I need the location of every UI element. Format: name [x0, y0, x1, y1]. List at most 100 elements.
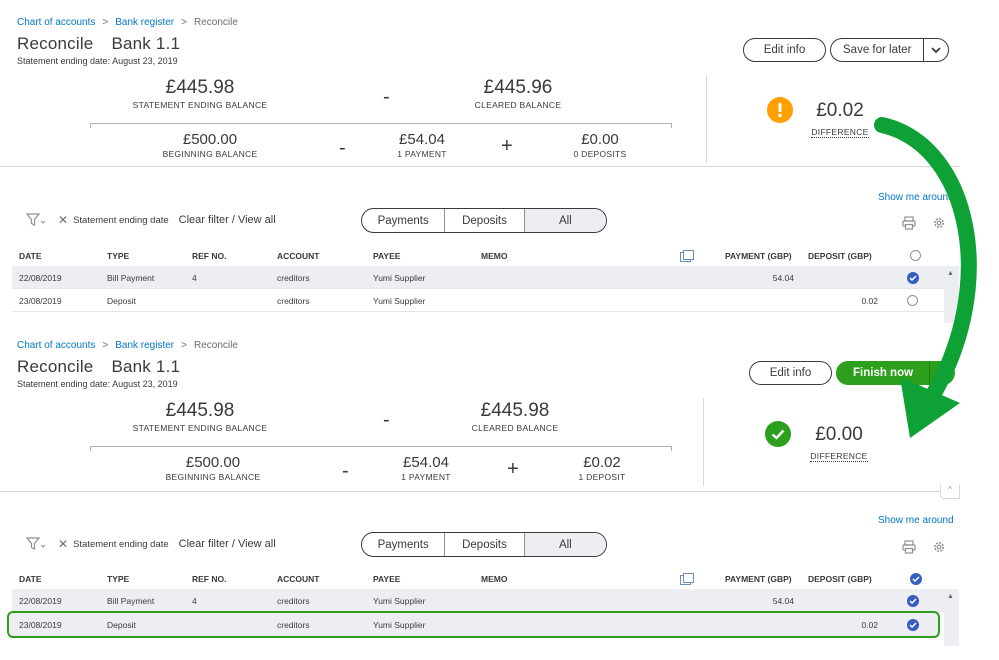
finish-options-dropdown[interactable]	[929, 361, 956, 385]
cell-date: 22/08/2019	[19, 596, 62, 606]
payments-total: £54.04 1 PAYMENT	[376, 454, 476, 482]
finish-now-button[interactable]: Finish now	[836, 361, 930, 385]
minus-operator: -	[383, 409, 390, 431]
cell-ref: 4	[192, 273, 197, 283]
difference-amount: £0.02 DIFFERENCE	[800, 100, 880, 140]
gear-icon[interactable]	[932, 216, 946, 230]
tab-all[interactable]: All	[524, 209, 606, 232]
breadcrumb: Chart of accounts > Bank register > Reconcil…	[17, 17, 238, 28]
filter-icon[interactable]	[26, 213, 46, 227]
cell-deposit: 0.02	[861, 296, 878, 306]
select-all-checkbox-checked[interactable]	[910, 573, 922, 585]
cell-date: 22/08/2019	[19, 273, 62, 283]
col-payee[interactable]: PAYEE	[373, 574, 401, 584]
chevron-down-icon	[931, 46, 942, 53]
summary-divider	[706, 75, 707, 163]
save-for-later-button[interactable]: Save for later	[830, 38, 924, 62]
cleared-checkbox-checked[interactable]	[907, 272, 919, 284]
page-title: Reconcile Bank 1.1	[17, 34, 180, 54]
save-for-later-split: Save for later	[830, 38, 950, 62]
col-type[interactable]: TYPE	[107, 251, 130, 261]
gear-icon[interactable]	[932, 540, 946, 554]
payments-value: £54.04	[403, 454, 449, 471]
col-payment[interactable]: PAYMENT (GBP)	[725, 574, 792, 584]
col-memo[interactable]: MEMO	[481, 574, 508, 584]
col-memo[interactable]: MEMO	[481, 251, 508, 261]
print-icon[interactable]	[902, 216, 916, 230]
statement-ending-balance: £445.98 STATEMENT ENDING BALANCE	[110, 400, 290, 433]
beginning-balance: £500.00 BEGINNING BALANCE	[130, 131, 290, 159]
tab-payments[interactable]: Payments	[362, 209, 446, 232]
breadcrumb: Chart of accounts > Bank register > Reconcil…	[17, 340, 238, 351]
beginning-balance: £500.00 BEGINNING BALANCE	[133, 454, 293, 482]
cleared-checkbox-checked[interactable]	[907, 619, 919, 631]
table-scrollbar[interactable]	[944, 589, 959, 646]
tab-deposits[interactable]: Deposits	[445, 209, 525, 232]
reconcile-screen-before: Chart of accounts > Bank register > Reconcil…	[0, 0, 999, 323]
statement-ending-balance: £445.98 STATEMENT ENDING BALANCE	[110, 77, 290, 110]
close-icon[interactable]: ✕	[58, 213, 69, 227]
breadcrumb-bank-register[interactable]: Bank register	[115, 17, 175, 28]
cell-date: 23/08/2019	[19, 296, 62, 306]
cell-account: creditors	[277, 273, 310, 283]
col-type[interactable]: TYPE	[107, 574, 130, 584]
summary-divider	[703, 398, 704, 486]
page-title: Reconcile Bank 1.1	[17, 357, 180, 377]
table-row-highlighted[interactable]: 23/08/2019 Deposit creditors Yumi Suppli…	[7, 611, 940, 638]
scroll-up-icon[interactable]: ▲	[947, 270, 954, 277]
cell-type: Bill Payment	[107, 596, 155, 606]
col-ref[interactable]: REF NO.	[192, 251, 227, 261]
cleared-checkbox-empty[interactable]	[907, 295, 918, 306]
print-icon[interactable]	[902, 540, 916, 554]
breadcrumb-chart-of-accounts[interactable]: Chart of accounts	[17, 340, 96, 351]
breadcrumb-chart-of-accounts[interactable]: Chart of accounts	[17, 17, 96, 28]
cell-deposit: 0.02	[861, 620, 878, 630]
columns-icon[interactable]	[680, 573, 694, 585]
cell-type: Deposit	[107, 296, 136, 306]
clear-filter-link[interactable]: Clear filter / View all	[178, 214, 276, 226]
clear-filter-link[interactable]: Clear filter / View all	[178, 538, 276, 550]
col-date[interactable]: DATE	[19, 574, 42, 584]
edit-info-button[interactable]: Edit info	[743, 38, 826, 62]
show-me-around-link[interactable]: Show me around	[878, 192, 954, 203]
deposits-label: 1 DEPOSIT	[578, 472, 626, 482]
tab-deposits[interactable]: Deposits	[445, 533, 525, 556]
col-deposit[interactable]: DEPOSIT (GBP)	[808, 574, 872, 584]
col-payee[interactable]: PAYEE	[373, 251, 401, 261]
cleared-label: CLEARED BALANCE	[471, 423, 559, 433]
close-icon[interactable]: ✕	[58, 537, 69, 551]
statement-ending-label: STATEMENT ENDING BALANCE	[132, 100, 268, 110]
col-payment[interactable]: PAYMENT (GBP)	[725, 251, 792, 261]
scroll-up-icon[interactable]: ▲	[947, 593, 954, 600]
select-all-checkbox[interactable]	[910, 250, 921, 261]
page-title-text: Reconcile	[17, 34, 94, 53]
save-options-dropdown[interactable]	[923, 38, 950, 62]
col-account[interactable]: ACCOUNT	[277, 574, 320, 584]
col-deposit[interactable]: DEPOSIT (GBP)	[808, 251, 872, 261]
columns-icon[interactable]	[680, 250, 694, 262]
summary-bottom-line	[0, 491, 940, 492]
col-ref[interactable]: REF NO.	[192, 574, 227, 584]
table-row[interactable]: 22/08/2019 Bill Payment 4 creditors Yumi…	[12, 589, 944, 612]
cell-payee: Yumi Supplier	[373, 596, 426, 606]
show-me-around-link[interactable]: Show me around	[878, 515, 954, 526]
cell-account: creditors	[277, 596, 310, 606]
minus-operator: -	[339, 137, 346, 159]
table-row[interactable]: 22/08/2019 Bill Payment 4 creditors Yumi…	[12, 266, 944, 289]
tab-payments[interactable]: Payments	[362, 533, 446, 556]
deposits-value: £0.02	[583, 454, 621, 471]
table-row[interactable]: 23/08/2019 Deposit creditors Yumi Suppli…	[12, 289, 944, 312]
col-account[interactable]: ACCOUNT	[277, 251, 320, 261]
cell-ref: 4	[192, 596, 197, 606]
col-date[interactable]: DATE	[19, 251, 42, 261]
balance-bracket	[90, 123, 672, 128]
difference-label: DIFFERENCE	[810, 451, 868, 462]
collapse-summary-toggle[interactable]: ^	[940, 485, 960, 499]
edit-info-button[interactable]: Edit info	[749, 361, 832, 385]
breadcrumb-bank-register[interactable]: Bank register	[115, 340, 175, 351]
tab-all[interactable]: All	[524, 533, 606, 556]
filter-icon[interactable]	[26, 537, 46, 551]
cleared-checkbox-checked[interactable]	[907, 595, 919, 607]
type-tabs: Payments Deposits All	[361, 208, 607, 233]
page-title-text: Reconcile	[17, 357, 94, 376]
